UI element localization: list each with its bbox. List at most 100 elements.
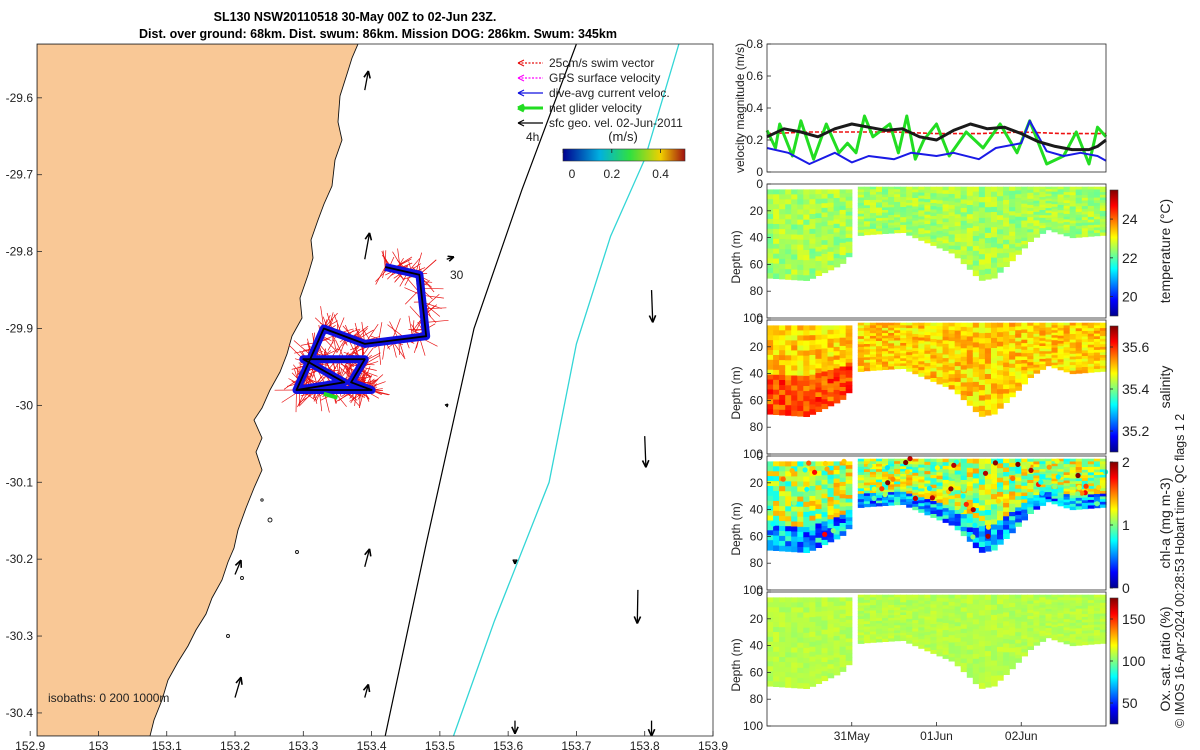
section-cell [930, 501, 938, 505]
section-cell [930, 209, 938, 214]
section-cell [1003, 507, 1010, 513]
section-cell [1057, 367, 1065, 371]
section-cell [936, 366, 944, 371]
section-cell [1015, 484, 1022, 490]
section-cell [827, 334, 835, 340]
section-cell [1015, 194, 1022, 199]
section-cell [827, 655, 835, 661]
section-cell [1087, 325, 1095, 329]
section-cell [1069, 470, 1077, 474]
section-cell [930, 329, 938, 334]
section-cell [833, 614, 841, 620]
section-cell [839, 622, 847, 627]
section-cell [857, 472, 865, 476]
section-cell [1093, 504, 1101, 509]
section-cell [948, 605, 956, 610]
section-cell [1033, 353, 1041, 357]
section-cell [869, 362, 877, 366]
section-cell [827, 519, 835, 525]
section-cell [1003, 389, 1010, 395]
section-cell [779, 244, 786, 250]
section-cell [997, 322, 1004, 328]
section-cell [1087, 611, 1095, 615]
section-cell [984, 625, 992, 632]
section-cell [863, 472, 871, 476]
section-cell [1039, 466, 1047, 470]
section-cell [1051, 191, 1059, 195]
section-cell [930, 611, 938, 615]
section-cell [1045, 458, 1053, 462]
section-cell [809, 505, 817, 512]
section-cell [863, 197, 871, 201]
section-cell [1057, 594, 1065, 598]
section-cell [791, 194, 798, 200]
section-cell [1003, 191, 1010, 197]
map-ytick-label: -30 [16, 398, 34, 412]
section-cell [966, 622, 974, 628]
section-cell [1063, 624, 1071, 628]
section-cell [1087, 608, 1095, 612]
section-cell [809, 500, 817, 507]
section-cell [894, 348, 901, 352]
section-cell [912, 231, 919, 236]
section-cell [815, 406, 823, 412]
map-xtick-label: 153.5 [425, 739, 455, 750]
section-cell [1093, 197, 1101, 201]
section-cell [809, 520, 817, 527]
section-cell [942, 336, 950, 341]
section-cell [827, 497, 835, 503]
section-cell [984, 671, 992, 678]
section-cell [863, 605, 871, 609]
section-cell [827, 260, 835, 266]
section-cell [942, 626, 950, 631]
section-cell [984, 474, 992, 480]
section-cell [936, 339, 944, 344]
velocity-series-line [765, 114, 1108, 166]
section-cell [815, 654, 823, 661]
section-cell [1009, 639, 1016, 645]
section-cell [954, 466, 962, 472]
map-xtick-label: 153.6 [493, 739, 523, 750]
section-cell [869, 474, 877, 478]
section-cell [791, 481, 798, 487]
section-cell [972, 644, 980, 650]
section-cell [894, 494, 901, 498]
section-cell [882, 189, 889, 193]
section-cell [948, 190, 956, 195]
section-cell [1093, 355, 1101, 359]
section-cell [888, 202, 895, 206]
section-cell [1021, 475, 1028, 480]
section-cell [894, 635, 901, 639]
section-ytick-label: 20 [750, 340, 764, 354]
section-cell [882, 353, 889, 357]
section-cell [882, 207, 889, 211]
section-cell [906, 485, 913, 489]
chl-sample-dot [824, 466, 830, 472]
section-cell [857, 349, 865, 353]
section-cell [930, 352, 938, 356]
section-cell [791, 637, 798, 644]
section-cell [1027, 350, 1034, 354]
section-cell [821, 240, 829, 246]
section-cell [1075, 228, 1083, 233]
section-cell [797, 531, 804, 538]
section-cell [863, 357, 871, 361]
section-cell [863, 477, 871, 481]
section-cell [936, 241, 944, 245]
section-cell [1075, 220, 1083, 224]
section-cell [900, 479, 907, 483]
section-cell [779, 340, 786, 346]
section-cell [888, 638, 895, 642]
section-cell [997, 665, 1004, 672]
section-cell [1093, 192, 1101, 196]
section-cell [1015, 371, 1022, 376]
chl-sample-dot [961, 486, 967, 493]
section-cell [997, 520, 1004, 526]
section-cell [863, 474, 871, 478]
section-cell [773, 636, 780, 643]
section-cell [942, 229, 950, 234]
section-cell [1039, 217, 1047, 221]
section-cell [942, 469, 950, 474]
section-cell [1021, 326, 1028, 331]
section-cell [948, 491, 956, 497]
